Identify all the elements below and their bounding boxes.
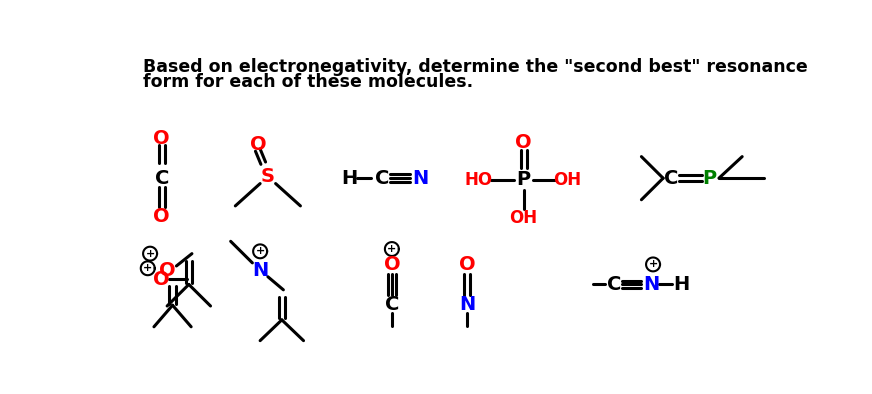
Text: C: C [664, 169, 678, 188]
Text: HO: HO [465, 171, 493, 189]
Text: C: C [607, 275, 622, 294]
Text: +: + [255, 246, 265, 256]
Text: O: O [153, 269, 170, 288]
Text: OH: OH [553, 171, 581, 189]
Text: C: C [375, 169, 389, 188]
Text: P: P [703, 169, 717, 188]
Text: form for each of these molecules.: form for each of these molecules. [143, 72, 473, 91]
Text: O: O [159, 261, 175, 280]
Text: N: N [412, 169, 429, 188]
Text: S: S [261, 167, 275, 186]
Text: P: P [516, 170, 531, 189]
Text: O: O [153, 207, 170, 226]
Text: C: C [154, 169, 169, 188]
Text: +: + [143, 263, 153, 273]
Text: O: O [515, 133, 532, 152]
Text: O: O [250, 135, 267, 154]
Text: N: N [459, 295, 475, 314]
Text: O: O [153, 128, 170, 148]
Text: O: O [384, 255, 400, 274]
Text: H: H [341, 169, 358, 188]
Text: +: + [649, 259, 657, 269]
Text: OH: OH [509, 209, 538, 227]
Text: H: H [673, 275, 689, 294]
Text: N: N [252, 261, 269, 280]
Text: +: + [387, 244, 397, 254]
Text: N: N [644, 275, 659, 294]
Text: +: + [146, 249, 154, 258]
Text: O: O [459, 255, 475, 274]
Text: Based on electronegativity, determine the "second best" resonance: Based on electronegativity, determine th… [143, 58, 807, 76]
Text: C: C [385, 295, 399, 314]
